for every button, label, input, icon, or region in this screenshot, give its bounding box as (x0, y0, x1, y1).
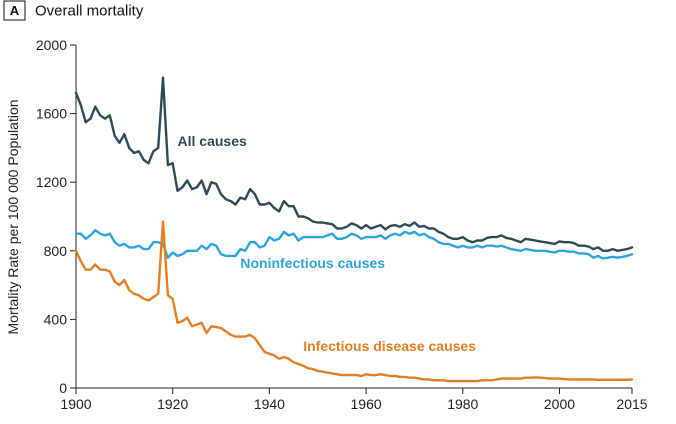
y-tick-label: 800 (44, 243, 68, 259)
x-tick-label: 1960 (351, 396, 382, 412)
y-tick-label: 1600 (36, 106, 67, 122)
y-tick-label: 400 (44, 311, 68, 327)
x-tick-label: 2015 (616, 396, 647, 412)
series-line-2 (74, 220, 634, 383)
y-axis-title: Mortality Rate per 100 000 Population (5, 99, 21, 334)
y-tick-label: 1200 (36, 174, 67, 190)
x-tick-label: 1920 (157, 396, 188, 412)
x-tick-label: 2000 (544, 396, 575, 412)
series-label-0: All causes (178, 133, 247, 149)
series-line-0 (74, 76, 634, 253)
x-tick-label: 1980 (447, 396, 478, 412)
series-label-1: Noninfectious causes (240, 255, 385, 271)
x-tick-label: 1900 (60, 396, 91, 412)
series-label-2: Infectious disease causes (303, 338, 476, 354)
panel-letter-box (3, 0, 26, 21)
panel-letter: A (10, 3, 20, 18)
y-tick-label: 2000 (36, 37, 67, 53)
y-tick-label: 0 (59, 380, 67, 396)
series-line-1 (74, 228, 634, 260)
x-tick-label: 1940 (254, 396, 285, 412)
panel-title: Overall mortality (35, 3, 144, 20)
panel-header: A Overall mortality (3, 0, 144, 21)
plot-area: 0 400 800 1200 1600 2000 1900 1920 1940 1960 1980 2… (36, 37, 648, 412)
